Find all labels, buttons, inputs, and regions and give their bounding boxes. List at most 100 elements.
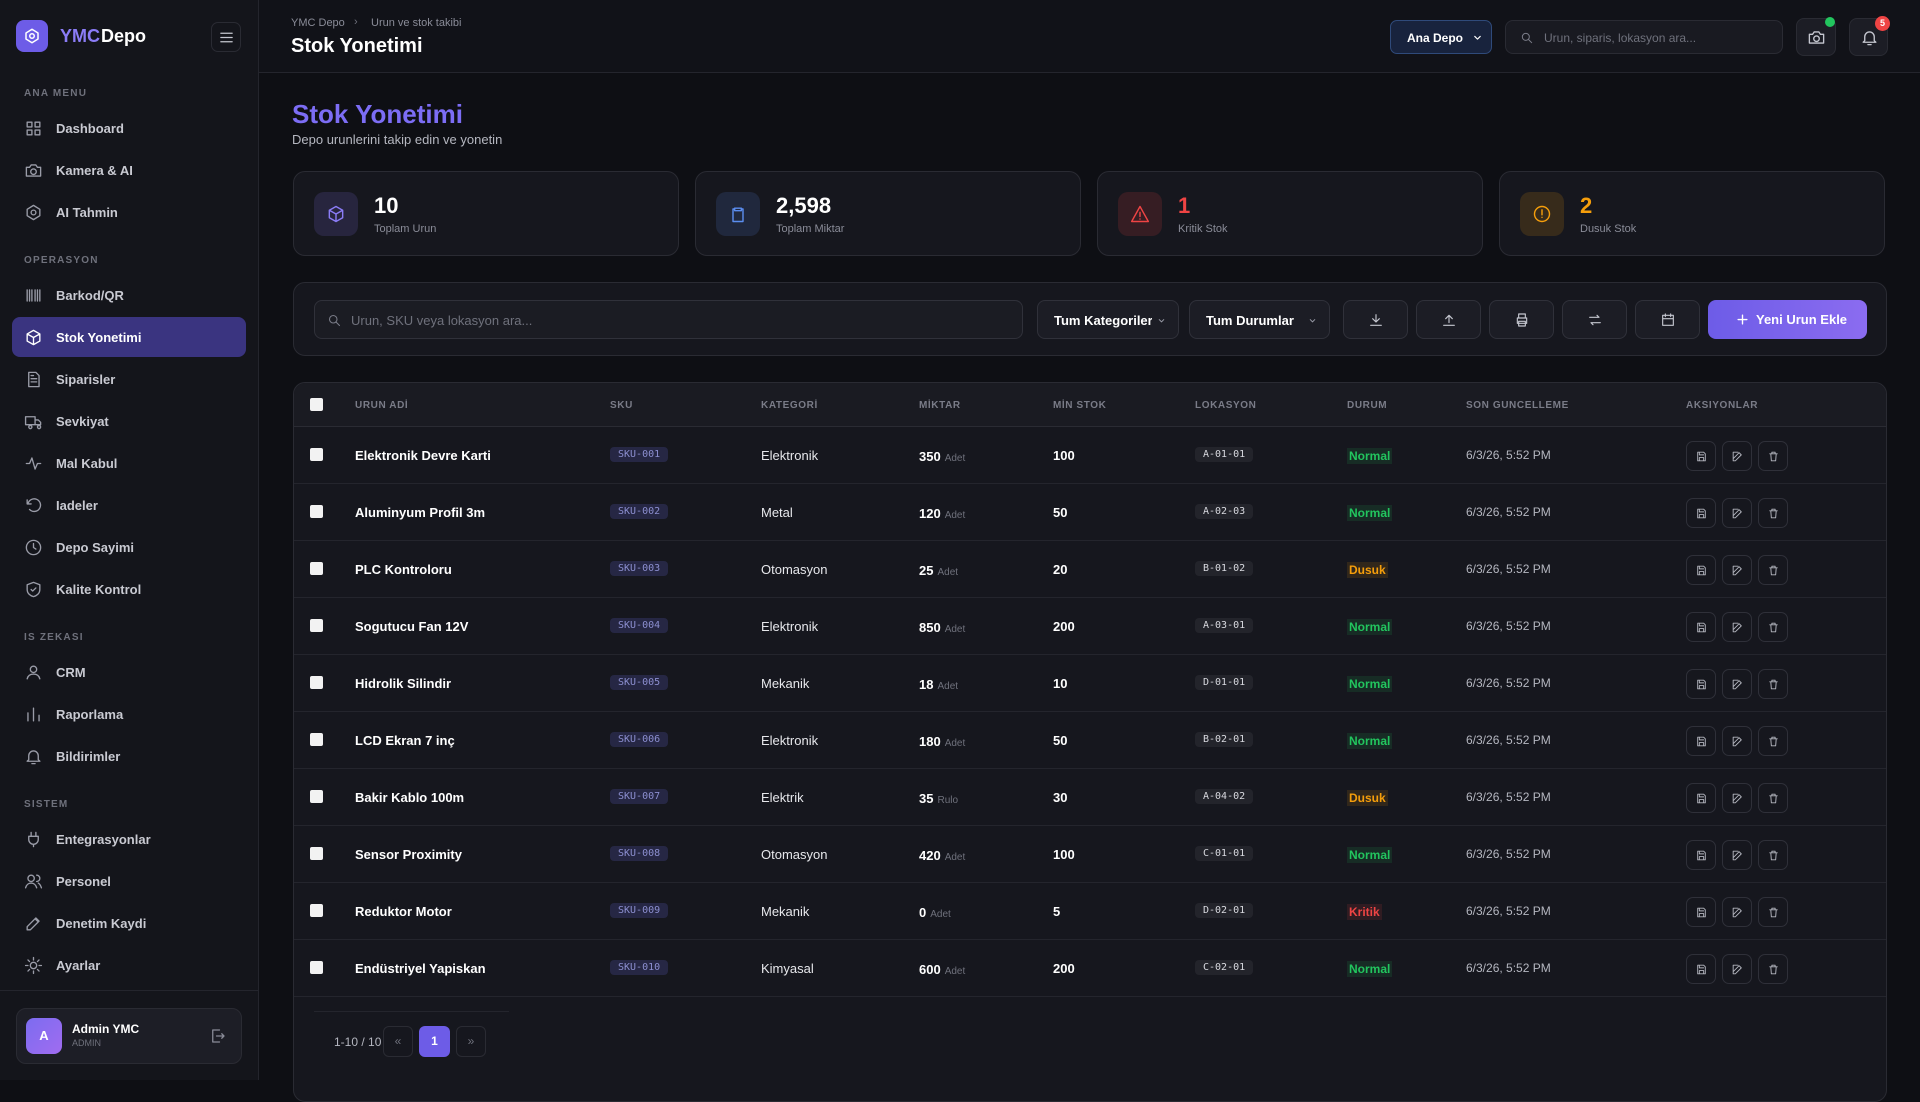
action-button[interactable] — [1758, 954, 1788, 984]
sidebar-divider — [0, 990, 258, 991]
checkbox[interactable] — [310, 676, 323, 689]
min-stock: 5 — [1053, 904, 1061, 919]
icon-path — [27, 707, 40, 722]
nav-item[interactable]: Entegrasyonlar — [12, 819, 246, 859]
action-button[interactable] — [1686, 441, 1716, 471]
min-stock: 30 — [1053, 790, 1068, 805]
sku-badge: SKU-005 — [610, 675, 669, 690]
search-placeholder: Urun, SKU veya lokasyon ara... — [351, 313, 533, 328]
checkbox[interactable] — [310, 904, 323, 917]
add-button[interactable]: Yeni Urun Ekle — [1708, 300, 1867, 339]
nav-item[interactable]: Kamera & AI — [12, 150, 246, 190]
action-button[interactable] — [1722, 783, 1752, 813]
action-button[interactable] — [1722, 669, 1752, 699]
updated: 6/3/26, 5:52 PM — [1466, 847, 1551, 861]
table-row: LCD Ekran 7 inç SKU-006 Elektronik 180 Adet 5… — [294, 712, 1886, 769]
quantity: 180 — [919, 734, 941, 749]
dropdown-label: Tum Durumlar — [1206, 313, 1294, 328]
table-search[interactable]: Urun, SKU veya lokasyon ara... — [314, 300, 1023, 339]
nav-item[interactable]: Bildirimler — [12, 736, 246, 776]
nav-item[interactable]: Personel — [12, 861, 246, 901]
action-button[interactable] — [1722, 897, 1752, 927]
action-button[interactable] — [1686, 498, 1716, 528]
icon-button[interactable] — [1635, 300, 1700, 339]
nav-item[interactable]: Mal Kabul — [12, 443, 246, 483]
nav-item[interactable]: AI Tahmin — [12, 192, 246, 232]
nav-item[interactable]: Iadeler — [12, 485, 246, 525]
action-button[interactable] — [1758, 441, 1788, 471]
action-button[interactable] — [1686, 669, 1716, 699]
action-button[interactable] — [1686, 555, 1716, 585]
nav-item[interactable]: Sevkiyat — [12, 401, 246, 441]
action-button[interactable] — [1686, 840, 1716, 870]
sku-badge: SKU-002 — [610, 504, 669, 519]
action-button[interactable] — [1686, 726, 1716, 756]
action-button[interactable] — [1758, 840, 1788, 870]
camera-button[interactable] — [1796, 17, 1836, 56]
checkbox[interactable] — [310, 505, 323, 518]
action-button[interactable] — [1722, 555, 1752, 585]
nav-item[interactable]: Dashboard — [12, 108, 246, 148]
icon-path — [26, 121, 41, 136]
nav-item[interactable]: Kalite Kontrol — [12, 569, 246, 609]
filter-dropdown[interactable]: Tum Durumlar — [1189, 300, 1330, 339]
nav-item[interactable]: Stok Yonetimi — [12, 317, 246, 357]
nav-item[interactable]: Barkod/QR — [12, 275, 246, 315]
next-button[interactable]: » — [456, 1026, 486, 1057]
quantity: 600 — [919, 962, 941, 977]
action-button[interactable] — [1722, 726, 1752, 756]
action-button[interactable] — [1722, 840, 1752, 870]
action-button[interactable] — [1758, 669, 1788, 699]
icon — [1697, 736, 1706, 747]
sku-badge: SKU-006 — [610, 732, 669, 747]
column-header: KATEGORİ — [761, 400, 818, 411]
logout-button[interactable] — [209, 1027, 229, 1047]
filter-dropdown[interactable]: Tum Kategoriler — [1037, 300, 1179, 339]
prev-button[interactable]: « — [383, 1026, 413, 1057]
warehouse-select[interactable]: Ana Depo — [1390, 20, 1492, 54]
nav-label: Bildirimler — [56, 749, 121, 764]
checkbox[interactable] — [310, 562, 323, 575]
notifications-button[interactable]: 5 — [1849, 16, 1890, 56]
action-button[interactable] — [1686, 897, 1716, 927]
nav-item[interactable]: CRM — [12, 652, 246, 692]
checkbox[interactable] — [310, 733, 323, 746]
action-button[interactable] — [1758, 498, 1788, 528]
action-button[interactable] — [1686, 612, 1716, 642]
nav-item[interactable]: Siparisler — [12, 359, 246, 399]
action-button[interactable] — [1686, 954, 1716, 984]
action-button[interactable] — [1758, 555, 1788, 585]
action-button[interactable] — [1722, 498, 1752, 528]
quantity: 18 — [919, 677, 934, 692]
checkbox[interactable] — [310, 398, 323, 411]
product-name: Elektronik Devre Karti — [355, 448, 491, 463]
checkbox[interactable] — [310, 619, 323, 632]
icon-button[interactable] — [1562, 300, 1627, 339]
checkbox[interactable] — [310, 790, 323, 803]
action-button[interactable] — [1722, 954, 1752, 984]
checkbox[interactable] — [310, 448, 323, 461]
table-row: PLC Kontroloru SKU-003 Otomasyon 25 Adet 20 B-… — [294, 541, 1886, 598]
nav-item[interactable]: Raporlama — [12, 694, 246, 734]
unit: Adet — [944, 738, 966, 749]
action-button[interactable] — [1722, 612, 1752, 642]
checkbox[interactable] — [310, 847, 323, 860]
icon-button[interactable] — [1489, 300, 1554, 339]
icon-button[interactable] — [1343, 300, 1408, 339]
checkbox[interactable] — [310, 961, 323, 974]
nav-item[interactable]: Depo Sayimi — [12, 527, 246, 567]
page-button[interactable]: 1 — [419, 1026, 450, 1057]
action-button[interactable] — [1686, 783, 1716, 813]
action-button[interactable] — [1722, 441, 1752, 471]
menu-button[interactable] — [211, 22, 241, 52]
nav-item[interactable]: Ayarlar — [12, 945, 246, 985]
stat-card: 2 Dusuk Stok — [1499, 171, 1885, 256]
icon-button[interactable] — [1416, 300, 1481, 339]
action-button[interactable] — [1758, 612, 1788, 642]
action-button[interactable] — [1758, 897, 1788, 927]
action-button[interactable] — [1758, 726, 1788, 756]
nav-item[interactable]: Denetim Kaydi — [12, 903, 246, 943]
action-button[interactable] — [1758, 783, 1788, 813]
nav-section-title: OPERASYON — [24, 255, 99, 266]
header-search[interactable]: Urun, siparis, lokasyon ara... — [1505, 20, 1783, 54]
